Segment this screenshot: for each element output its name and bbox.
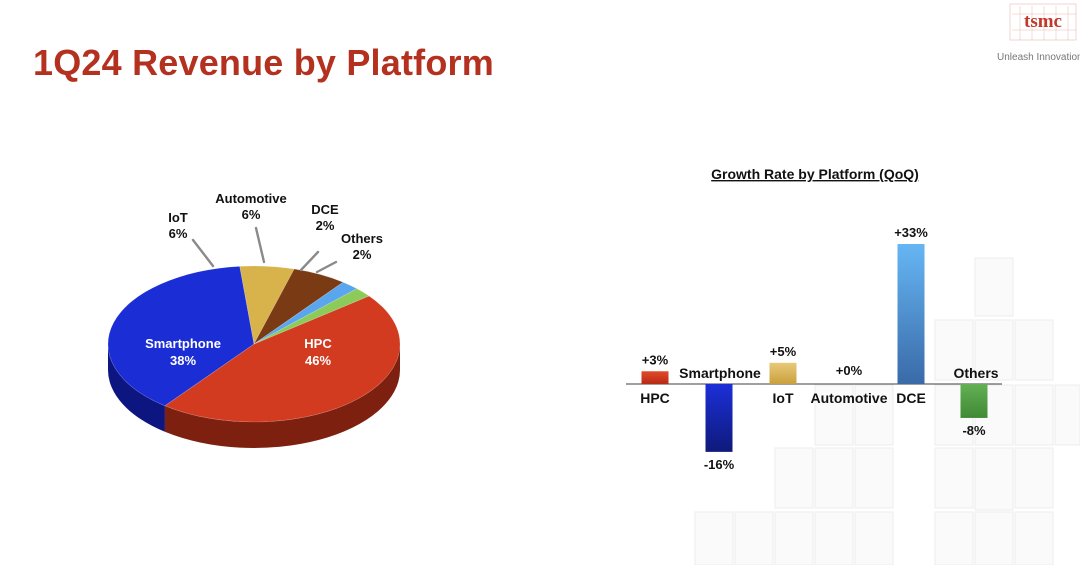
- bg-tile: [734, 511, 774, 565]
- tagline: Unleash Innovation: [997, 52, 1080, 63]
- bar-category-dce: DCE: [896, 390, 926, 406]
- pie-label-iot: IoT: [168, 210, 188, 225]
- pie-side-smartphone: [108, 344, 165, 432]
- bar-category-iot: IoT: [773, 390, 794, 406]
- pie-value-iot: 6%: [169, 226, 188, 241]
- pie-sides: [108, 344, 400, 448]
- tsmc-logo: tsmc: [1009, 3, 1077, 41]
- pie-slice-iot: [239, 265, 295, 345]
- pie-value-hpc: 46%: [305, 353, 331, 368]
- bar-value-dce: +33%: [894, 225, 928, 240]
- bar-category-automotive: Automotive: [811, 390, 888, 406]
- bg-tile: [774, 511, 814, 565]
- bar-others: [960, 384, 988, 418]
- bg-tile: [1014, 319, 1054, 381]
- pie-label-hpc: HPC: [304, 336, 332, 351]
- bg-tile: [774, 447, 814, 509]
- pie-slice-others: [253, 288, 370, 345]
- bar-hpc: [641, 371, 669, 384]
- pie-leader-iot: [191, 238, 215, 268]
- pie-value-others: 2%: [353, 247, 372, 262]
- bg-tile: [694, 511, 734, 565]
- bg-tile: [854, 447, 894, 509]
- bg-tile: [934, 447, 974, 509]
- bar-value-hpc: +3%: [642, 352, 669, 367]
- bg-tile: [854, 384, 894, 446]
- pie-leader-automotive: [254, 226, 266, 264]
- pie-label-smartphone: Smartphone: [145, 336, 221, 351]
- pie-slice-hpc: [164, 295, 401, 423]
- pie-value-dce: 2%: [316, 218, 335, 233]
- bar-value-automotive: +0%: [836, 363, 863, 378]
- pie-label-dce: DCE: [311, 202, 339, 217]
- bg-tile: [814, 511, 854, 565]
- pie-label-automotive: Automotive: [215, 191, 287, 206]
- pie-leader-dce: [299, 250, 320, 272]
- bg-tile: [1054, 384, 1080, 446]
- bg-tile: [934, 511, 974, 565]
- bar-chart-title: Growth Rate by Platform (QoQ): [711, 166, 919, 182]
- bg-tile: [1014, 384, 1054, 446]
- bg-tile: [854, 511, 894, 565]
- bar-value-iot: +5%: [770, 344, 797, 359]
- pie-top: [107, 265, 401, 423]
- bg-tile: [814, 384, 854, 446]
- bg-tile: [974, 257, 1014, 317]
- bar-smartphone: [705, 384, 733, 452]
- bar-value-smartphone: -16%: [704, 457, 735, 472]
- pie-slice-dce: [253, 281, 358, 345]
- pie-side-hpc: [164, 344, 400, 448]
- pie-leader-others: [315, 260, 338, 274]
- bg-tile: [974, 447, 1014, 511]
- bg-tile: [974, 319, 1014, 381]
- bar-category-others: Others: [953, 365, 998, 381]
- bar-dce: [897, 244, 925, 384]
- bar-iot: [769, 362, 797, 384]
- bar-category-smartphone: Smartphone: [679, 365, 761, 381]
- pie-value-smartphone: 38%: [170, 353, 196, 368]
- bg-tile: [814, 447, 854, 509]
- bar-category-hpc: HPC: [640, 390, 670, 406]
- bg-tile: [1014, 447, 1054, 509]
- page-title: 1Q24 Revenue by Platform: [33, 42, 494, 83]
- pie-slice-automotive: [253, 268, 344, 345]
- pie-label-others: Others: [341, 231, 383, 246]
- bg-tile: [974, 511, 1014, 565]
- pie-slice-smartphone: [107, 266, 255, 407]
- logo-text: tsmc: [1024, 11, 1062, 32]
- bar-value-others: -8%: [962, 423, 986, 438]
- pie-value-automotive: 6%: [242, 207, 261, 222]
- bg-tile: [934, 319, 974, 381]
- bg-tile: [1014, 511, 1054, 565]
